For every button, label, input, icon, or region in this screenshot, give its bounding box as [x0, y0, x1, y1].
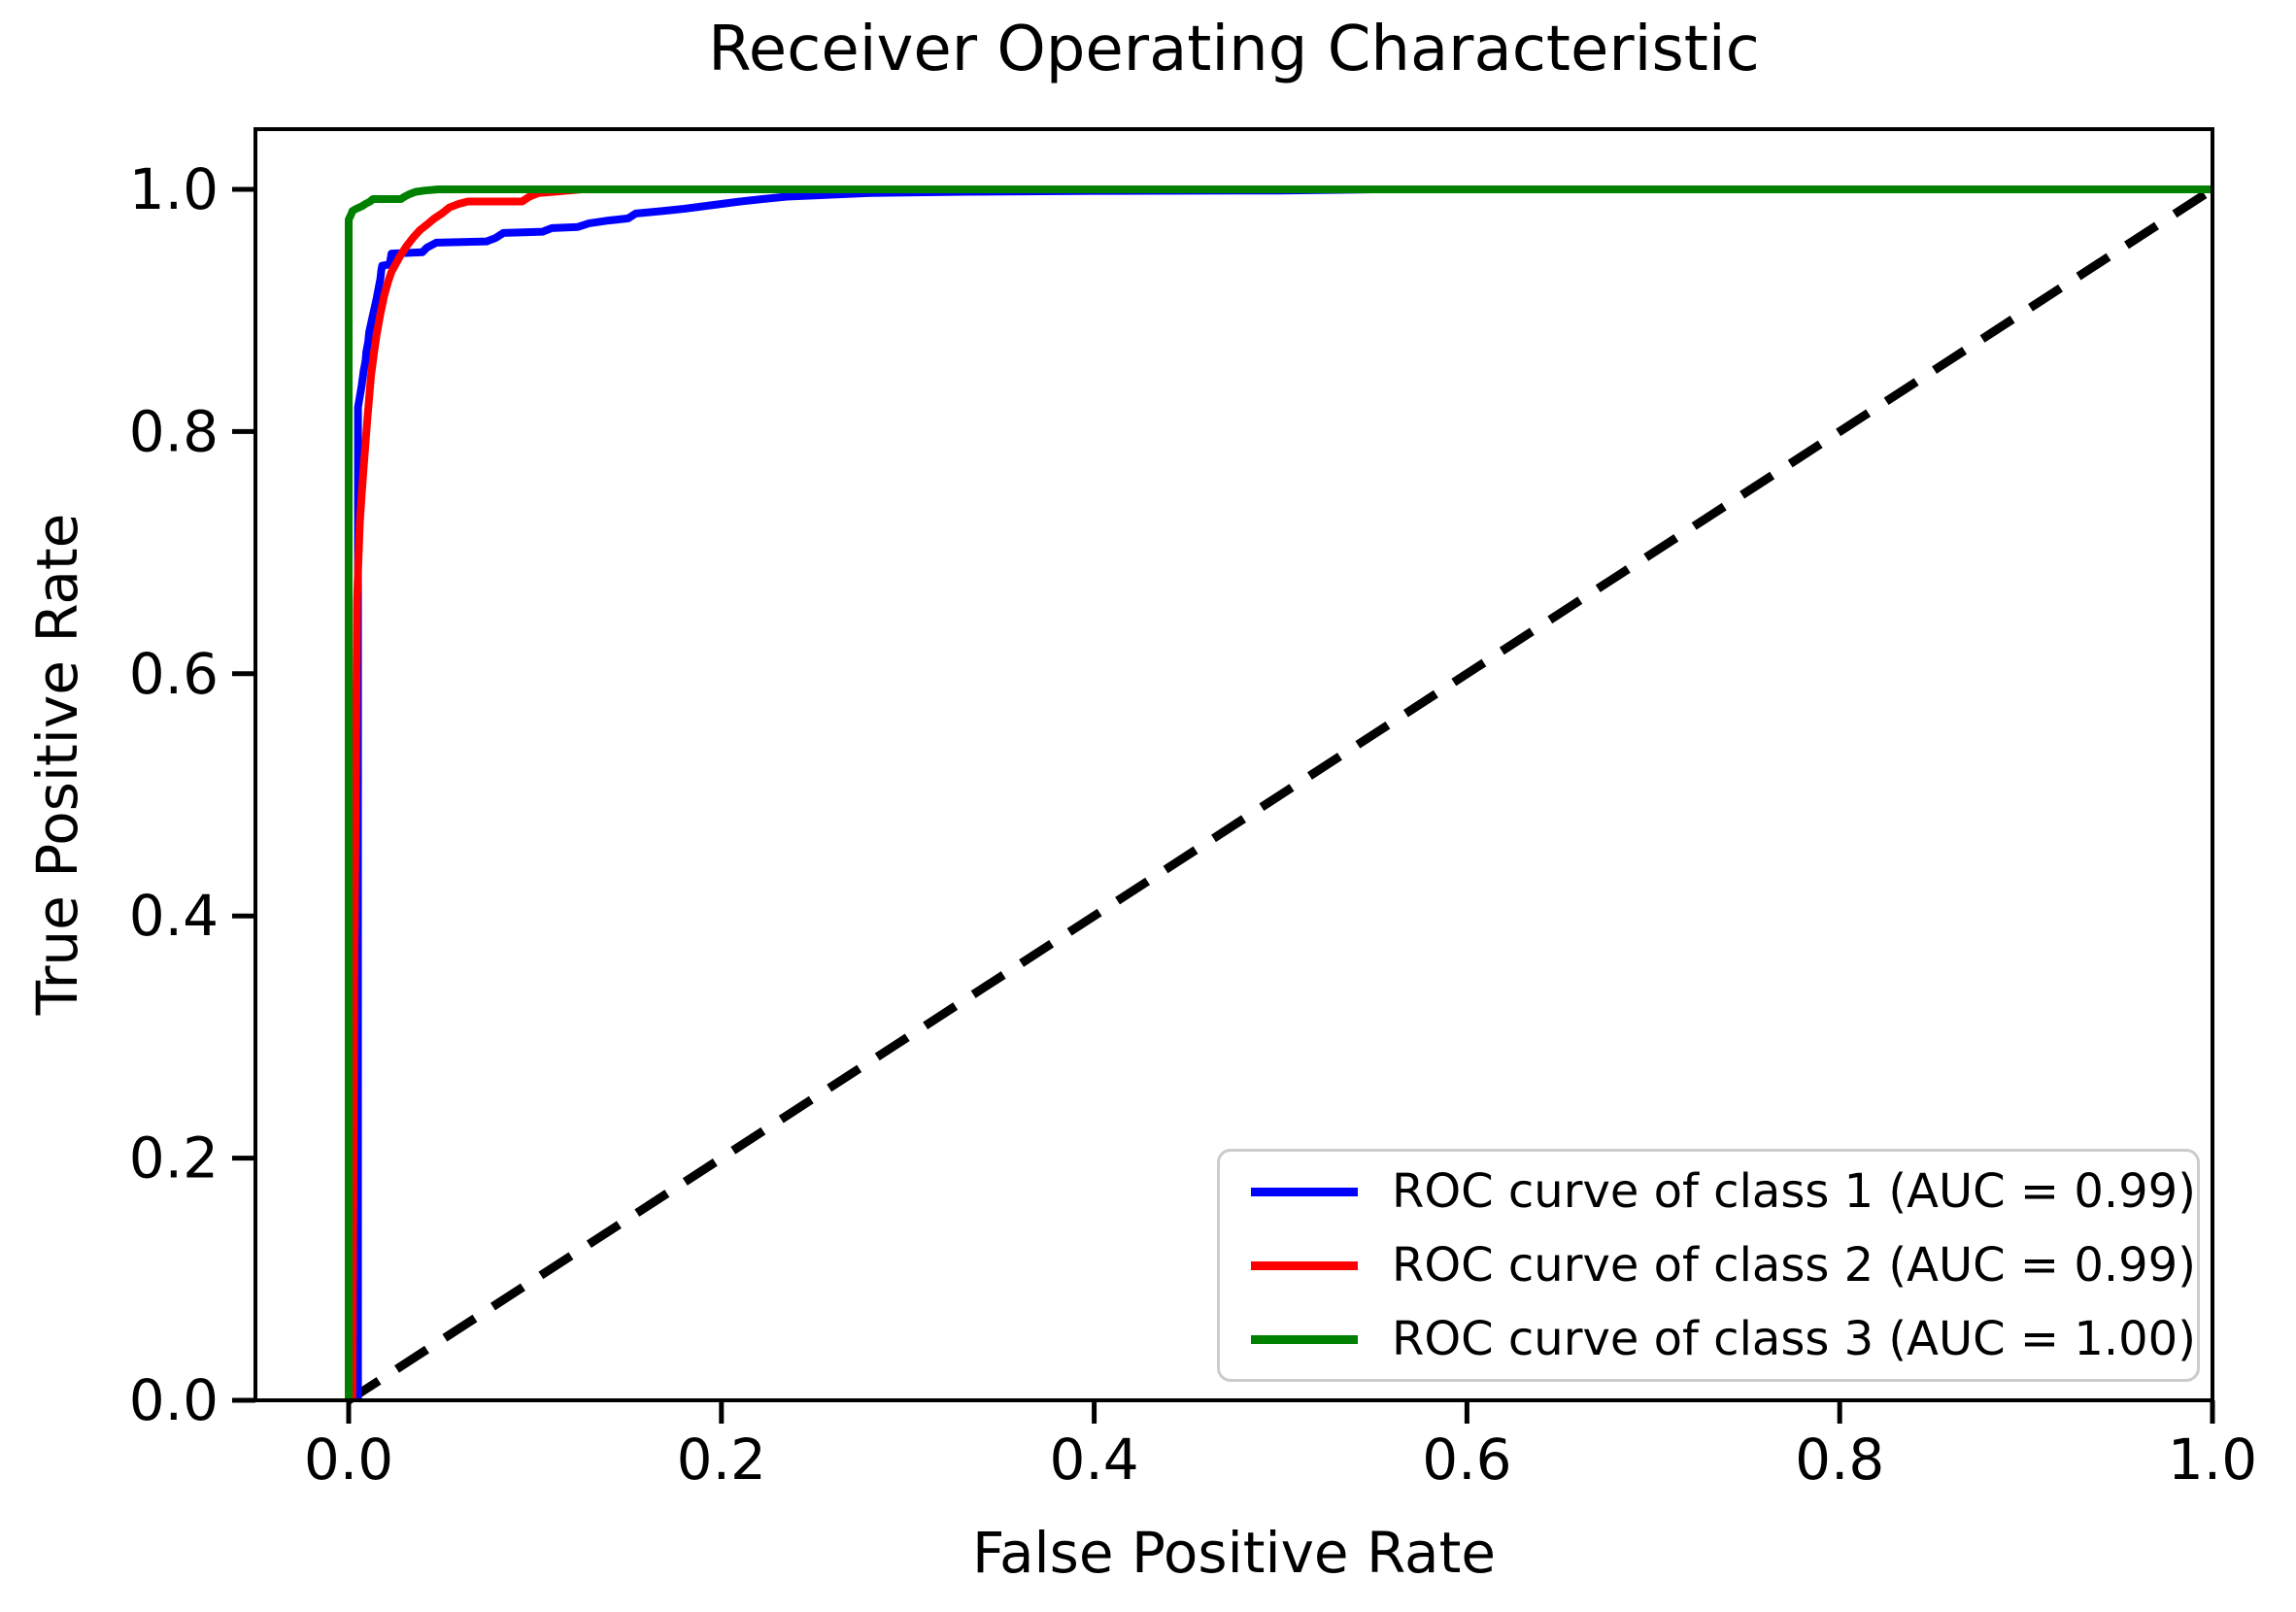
y-tick-label: 0.6: [129, 641, 219, 707]
x-tick-label: 0.8: [1795, 1427, 1884, 1493]
y-axis-label: True Positive Rate: [24, 513, 91, 1016]
x-tick-label: 0.0: [304, 1427, 393, 1493]
x-tick-label: 0.2: [677, 1427, 766, 1493]
chart-title: Receiver Operating Characteristic: [708, 14, 1760, 85]
chance-diagonal: [346, 185, 2215, 1404]
y-tick-label: 1.0: [129, 156, 219, 222]
axes-spines: [253, 127, 2214, 1402]
legend-label-class-2: ROC curve of class 2 (AUC = 0.99): [1392, 1238, 2196, 1293]
legend: ROC curve of class 1 (AUC = 0.99) ROC cu…: [1217, 1149, 2200, 1382]
legend-line-sample-class-2: [1251, 1260, 1358, 1270]
legend-line-sample-class-3: [1251, 1334, 1358, 1344]
y-tick-label: 0.8: [129, 398, 219, 464]
y-tick-label: 0.0: [129, 1367, 219, 1433]
roc-curve-class-1: [354, 185, 2212, 1400]
legend-item-class-1: ROC curve of class 1 (AUC = 0.99): [1220, 1155, 2197, 1228]
roc-curve-class-2: [348, 185, 2212, 1401]
legend-item-class-2: ROC curve of class 2 (AUC = 0.99): [1220, 1228, 2197, 1302]
x-tick-label: 0.4: [1049, 1427, 1138, 1493]
legend-line-sample-class-1: [1251, 1187, 1358, 1196]
x-axis-label: False Positive Rate: [971, 1520, 1497, 1586]
y-tick-label: 0.2: [129, 1125, 219, 1192]
x-tick-label: 1.0: [2168, 1427, 2257, 1493]
legend-label-class-3: ROC curve of class 3 (AUC = 1.00): [1392, 1312, 2196, 1366]
x-tick-label: 0.6: [1422, 1427, 1511, 1493]
roc-curve-class-3: [345, 185, 2212, 1400]
y-tick-label: 0.4: [129, 883, 219, 949]
legend-item-class-3: ROC curve of class 3 (AUC = 1.00): [1220, 1302, 2197, 1376]
legend-label-class-1: ROC curve of class 1 (AUC = 0.99): [1392, 1164, 2196, 1219]
